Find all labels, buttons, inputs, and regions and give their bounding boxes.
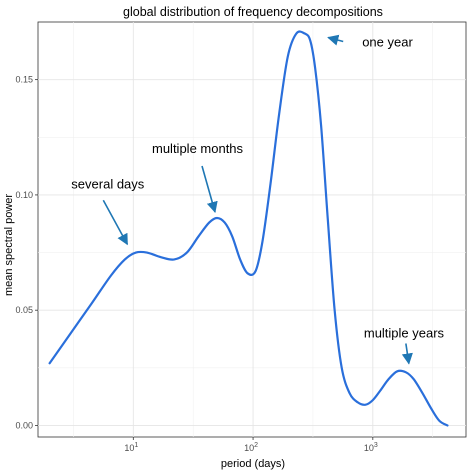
annotation-arrow	[401, 343, 413, 365]
annotation-label: multiple months	[152, 141, 244, 156]
y-tick-label: 0.00	[15, 420, 33, 430]
annotation-arrow	[102, 199, 129, 246]
annotation-label: several days	[71, 176, 144, 191]
y-axis-title: mean spectral power	[3, 194, 15, 296]
y-tick-label: 0.15	[15, 75, 33, 85]
spectral-power-line	[48, 30, 449, 427]
annotation-label: one year	[362, 35, 413, 50]
chart-title: global distribution of frequency decompo…	[123, 5, 383, 19]
annotation-arrow	[201, 165, 218, 214]
y-tick-label: 0.10	[15, 190, 33, 200]
x-tick-label: 103	[364, 442, 378, 453]
annotation-label: multiple years	[364, 326, 445, 341]
x-tick-label: 101	[124, 442, 138, 453]
y-tick-label: 0.05	[15, 305, 33, 315]
annotation-arrow	[327, 34, 344, 46]
x-tick-label: 102	[244, 442, 258, 453]
panel-frame	[37, 21, 467, 438]
x-axis-title: period (days)	[221, 458, 285, 470]
plot-panel	[37, 21, 467, 438]
